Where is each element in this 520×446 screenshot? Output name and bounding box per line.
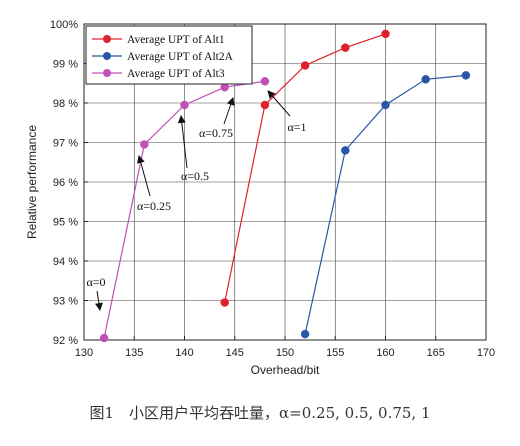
y-tick-label: 97 %: [53, 138, 78, 150]
x-axis-label: Overhead/bit: [251, 363, 320, 377]
annotation-alpha-0.75: α=0.75: [199, 126, 233, 140]
data-point: [381, 100, 390, 110]
ticks: 130 135 140 145 150 155 160 165 170 92 % 93 % 94 % 9…: [50, 19, 495, 359]
data-point: [341, 43, 350, 52]
data-point: [180, 100, 189, 110]
legend-marker: [103, 69, 111, 77]
annotation-alpha-0: α=0: [86, 275, 105, 289]
legend-label: Average UPT of Alt1: [127, 34, 225, 46]
series-layer: [99, 29, 471, 343]
annotations: α=0 α=0.25 α=0.5 α=0.75 α=1: [86, 90, 307, 311]
data-point: [300, 61, 310, 70]
legend-item: Average UPT of Alt1: [92, 34, 225, 46]
data-point: [220, 298, 229, 307]
annotation-arrow-alpha-0.25: [136, 155, 151, 197]
data-point: [140, 140, 149, 149]
legend-marker: [103, 52, 111, 60]
x-tick-label: 140: [175, 347, 193, 359]
data-point: [260, 77, 270, 86]
x-tick-label: 150: [276, 347, 294, 359]
y-tick-label: 96 %: [53, 177, 78, 189]
legend-box: [85, 25, 253, 85]
x-tick-label: 165: [427, 347, 445, 359]
data-point: [461, 71, 471, 80]
data-point: [341, 146, 350, 155]
y-axis-label: Relative performance: [25, 125, 39, 239]
annotation-alpha-0.5: α=0.5: [181, 169, 209, 183]
y-tick-label: 98 %: [53, 98, 78, 110]
x-tick-label: 145: [226, 347, 244, 359]
legend-marker: [103, 35, 111, 43]
x-tick-label: 155: [326, 347, 344, 359]
legend-label: Average UPT of Alt3: [127, 68, 225, 80]
y-tick-label: 92 %: [53, 335, 78, 347]
annotation-arrow-alpha-0.5: [177, 115, 188, 169]
y-tick-label: 95 %: [53, 217, 78, 229]
data-point: [300, 329, 310, 339]
legend: Average UPT of Alt1 Average UPT of Alt2A A…: [85, 25, 253, 85]
x-tick-label: 160: [376, 347, 394, 359]
data-point: [381, 29, 390, 39]
data-point: [260, 100, 270, 110]
series-3: [99, 77, 270, 343]
legend-item: Average UPT of Alt3: [92, 68, 225, 80]
y-tick-label: 94 %: [53, 256, 78, 268]
figure-caption: 图1 小区用户平均吞吐量，α=0.25, 0.5, 0.75, 1: [89, 404, 431, 422]
y-tick-label: 93 %: [53, 296, 78, 308]
x-tick-label: 130: [75, 347, 93, 359]
annotation-arrow-alpha-1: [267, 90, 291, 117]
y-tick-label: 100%: [50, 19, 78, 31]
annotation-alpha-1: α=1: [287, 120, 306, 134]
x-tick-label: 170: [477, 347, 495, 359]
annotation-arrow-alpha-0.75: [223, 97, 235, 125]
data-point: [99, 333, 109, 343]
data-point: [421, 75, 430, 84]
y-tick-label: 99 %: [53, 59, 78, 71]
chart: 130 135 140 145 150 155 160 165 170 92 % 93 % 94 % 9…: [25, 19, 495, 377]
series-2: [300, 71, 471, 339]
series-1: [220, 29, 390, 307]
annotation-alpha-0.25: α=0.25: [137, 199, 171, 213]
x-tick-label: 135: [125, 347, 143, 359]
annotation-arrow-alpha-0: [94, 290, 103, 311]
legend-label: Average UPT of Alt2A: [127, 51, 234, 63]
legend-item: Average UPT of Alt2A: [92, 51, 234, 63]
